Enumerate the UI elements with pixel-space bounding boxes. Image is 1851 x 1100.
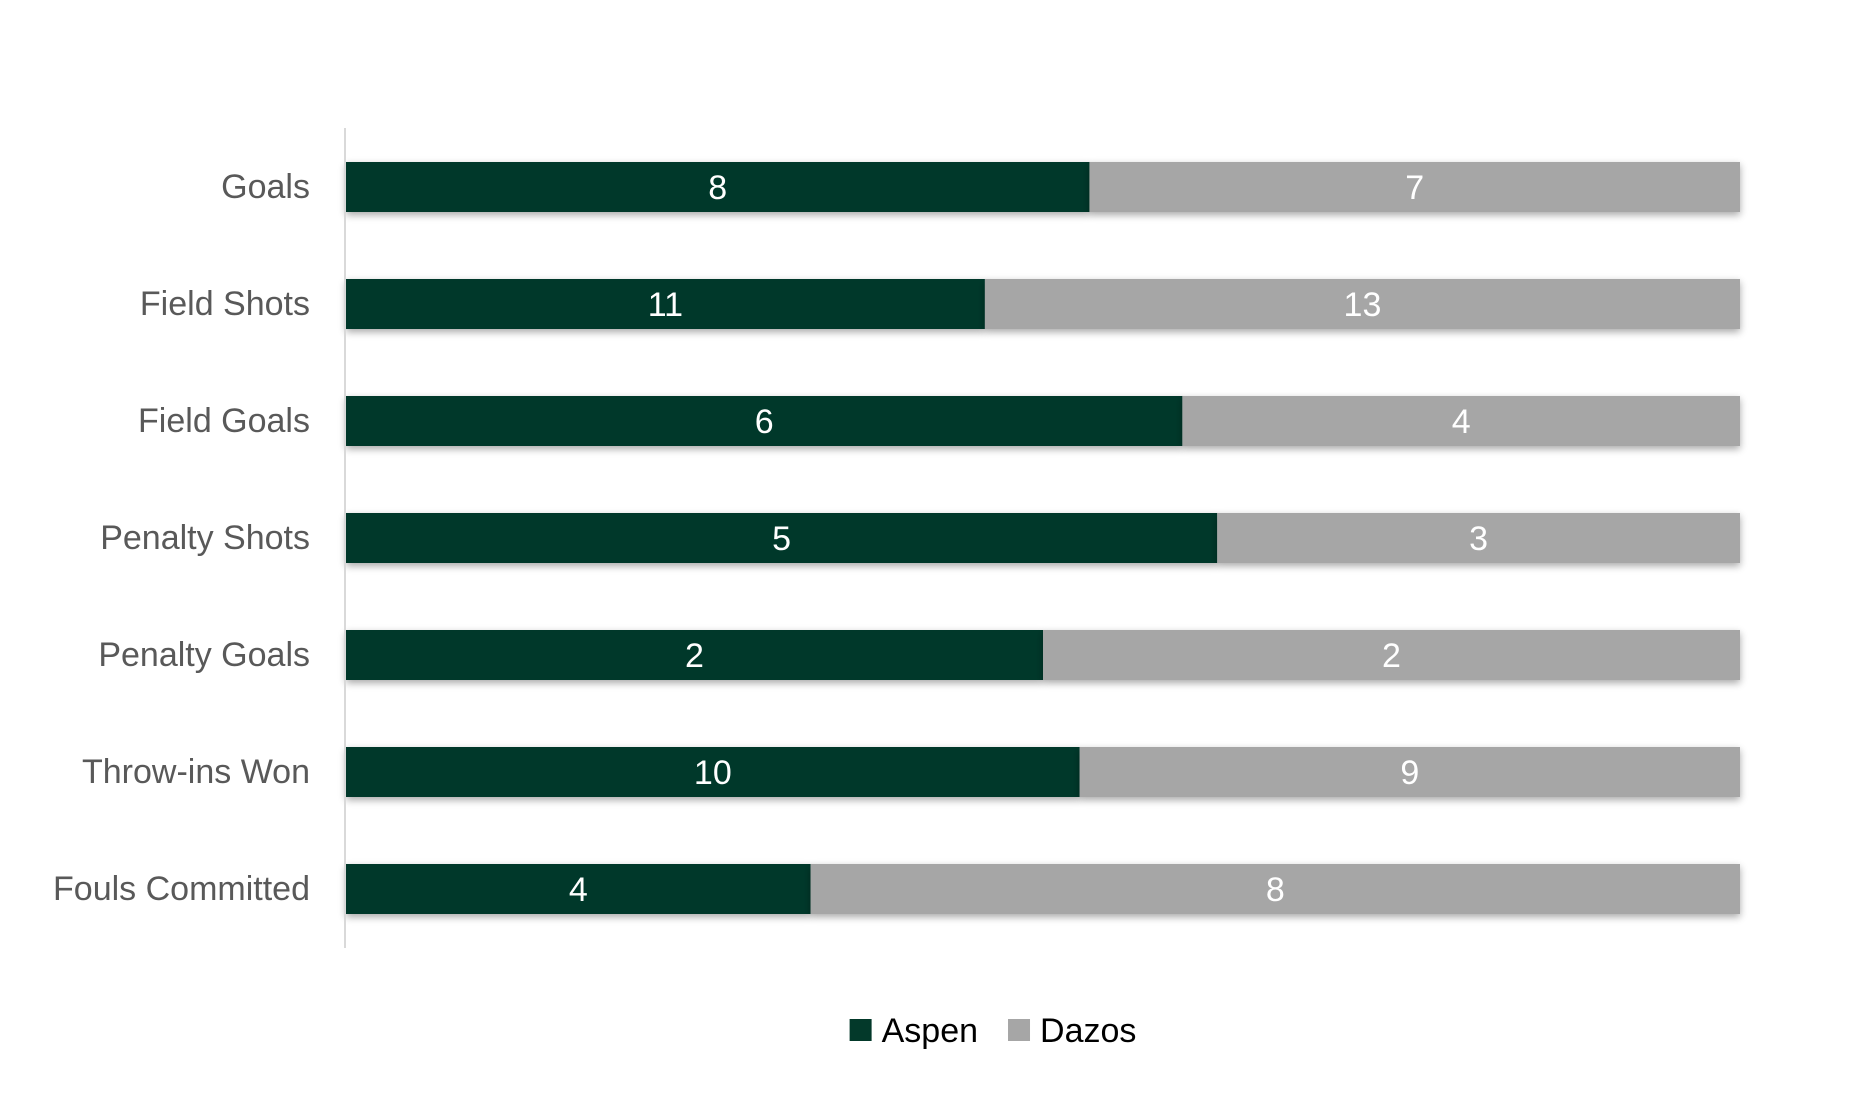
bar-dazos	[1043, 630, 1740, 680]
legend-item-aspen: Aspen	[849, 1012, 978, 1050]
bar-aspen	[346, 513, 1218, 563]
data-label-dazos: 13	[1344, 286, 1382, 324]
bar-row: 10 9	[346, 747, 1740, 797]
bar-aspen	[346, 630, 1043, 680]
bar-dazos	[1079, 747, 1740, 797]
category-label: Goals	[221, 168, 310, 206]
data-label-aspen: 6	[755, 403, 774, 441]
bar-dazos	[1182, 396, 1740, 446]
data-label-dazos: 8	[1266, 871, 1285, 909]
legend: Aspen Dazos	[849, 1012, 1136, 1050]
data-label-dazos: 7	[1405, 169, 1424, 207]
bar-aspen	[346, 747, 1080, 797]
category-labels: Goals Field Shots Field Goals Penalty Shots…	[53, 168, 310, 908]
category-label: Fouls Committed	[53, 870, 310, 908]
category-label: Field Goals	[138, 402, 310, 440]
legend-label: Aspen	[882, 1012, 978, 1050]
bar-row: 11 13	[346, 279, 1740, 329]
bar-aspen	[346, 162, 1090, 212]
bar-aspen	[346, 864, 811, 914]
category-label: Field Shots	[140, 285, 310, 323]
bar-aspen	[346, 279, 985, 329]
legend-swatch	[849, 1019, 872, 1041]
legend-label: Dazos	[1040, 1012, 1136, 1050]
data-label-aspen: 4	[569, 871, 588, 909]
data-label-dazos: 2	[1382, 637, 1401, 675]
data-label-dazos: 3	[1469, 520, 1488, 558]
data-label-dazos: 9	[1400, 754, 1419, 792]
legend-swatch	[1008, 1019, 1031, 1041]
bar-dazos	[810, 864, 1740, 914]
bar-dazos	[1217, 513, 1740, 563]
bar-dazos	[1089, 162, 1740, 212]
data-label-aspen: 2	[685, 637, 704, 675]
data-label-aspen: 5	[772, 520, 791, 558]
data-label-aspen: 8	[708, 169, 727, 207]
category-label: Throw-ins Won	[82, 753, 310, 791]
data-label-aspen: 10	[694, 754, 732, 792]
data-label-dazos: 4	[1452, 403, 1471, 441]
bar-aspen	[346, 396, 1183, 446]
category-label: Penalty Shots	[100, 519, 310, 557]
bar-dazos	[984, 279, 1740, 329]
category-label: Penalty Goals	[98, 636, 310, 674]
bars-layer: 8 711 136 45 32 210 94 8	[346, 162, 1740, 914]
legend-item-dazos: Dazos	[1008, 1012, 1136, 1050]
data-label-aspen: 11	[648, 286, 683, 324]
